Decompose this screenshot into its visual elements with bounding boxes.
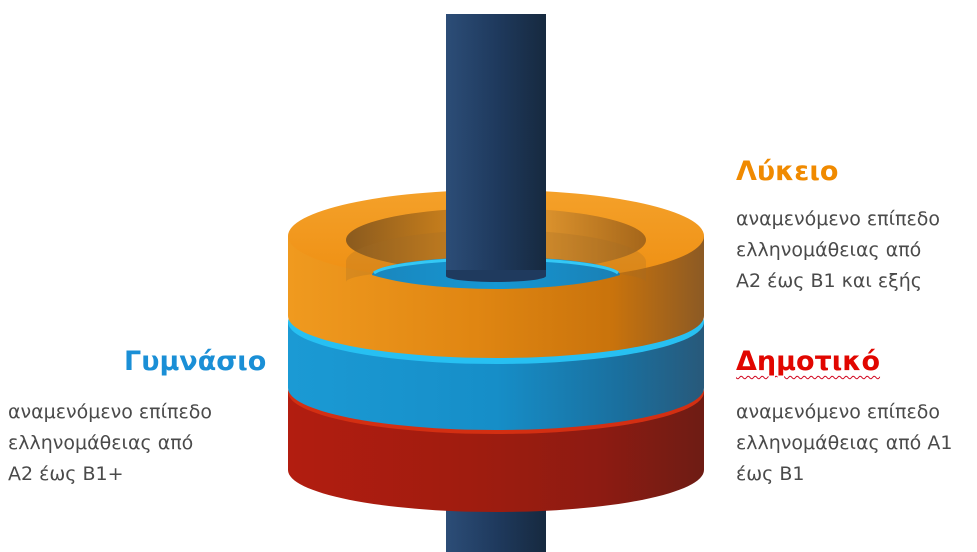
pillar-top (446, 14, 546, 276)
dimotiko-description: αναμενόμενο επίπεδο ελληνομάθειας από Α1… (736, 397, 952, 490)
gymnasio-desc-line: ελληνομάθειας από (8, 432, 194, 454)
gymnasio-title: Γυμνάσιο (124, 346, 267, 377)
lykeio-desc-line: Α2 έως Β1 και εξής (736, 270, 922, 292)
gymnasio-desc-line: αναμενόμενο επίπεδο (8, 401, 212, 423)
lykeio-description: αναμενόμενο επίπεδο ελληνομάθειας από Α2… (736, 204, 940, 297)
dimotiko-desc-line: έως Β1 (736, 463, 805, 485)
lykeio-title: Λύκειο (736, 156, 839, 187)
dimotiko-desc-line: ελληνομάθειας από Α1 (736, 432, 953, 454)
gymnasio-desc-line: Α2 έως Β1+ (8, 463, 124, 485)
gymnasio-description: αναμενόμενο επίπεδο ελληνομάθειας από Α2… (8, 397, 212, 490)
lykeio-desc-line: ελληνομάθειας από (736, 239, 922, 261)
ring-lykeio (288, 190, 704, 358)
lykeio-desc-line: αναμενόμενο επίπεδο (736, 208, 940, 230)
dimotiko-title: Δημοτικό (736, 346, 881, 377)
dimotiko-desc-line: αναμενόμενο επίπεδο (736, 401, 940, 423)
